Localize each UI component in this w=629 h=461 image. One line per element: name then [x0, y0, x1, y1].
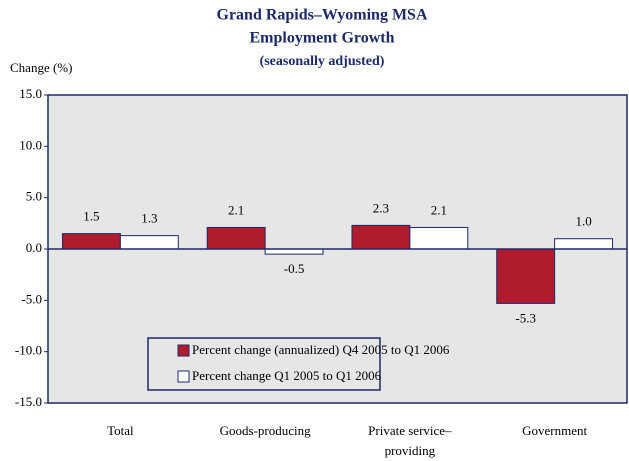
- y-axis-label: Change (%): [10, 60, 72, 75]
- value-label: 1.3: [141, 211, 157, 226]
- bar: [264, 248, 324, 255]
- chart-subtitle: Employment Growth: [249, 30, 394, 47]
- value-label: 2.1: [228, 202, 244, 217]
- y-tick-label: 0.0: [26, 240, 42, 255]
- bar: [206, 226, 266, 250]
- x-tick-label: Private service–providing: [368, 423, 452, 458]
- x-tick-label: Goods-producing: [219, 423, 311, 438]
- y-tick-label: -10.0: [15, 343, 42, 358]
- chart-note: (seasonally adjusted): [260, 54, 385, 69]
- value-label: 2.3: [373, 200, 389, 215]
- x-tick-label: Government: [522, 423, 588, 438]
- y-tick-label: -5.0: [21, 291, 42, 306]
- bar: [554, 238, 614, 250]
- bar: [61, 233, 121, 250]
- y-tick-label: -15.0: [15, 394, 42, 409]
- y-tick-label: 10.0: [19, 137, 42, 152]
- y-tick-label: 5.0: [26, 189, 42, 204]
- bar: [351, 224, 411, 250]
- bar: [119, 235, 179, 250]
- chart-title: Grand Rapids–Wyoming MSA: [217, 7, 428, 24]
- bar: [409, 226, 469, 250]
- value-label: 1.5: [83, 209, 99, 224]
- value-label: 2.1: [431, 202, 447, 217]
- bar: [496, 248, 556, 304]
- value-label: 1.0: [575, 214, 591, 229]
- y-tick-label: 15.0: [19, 86, 42, 101]
- value-label: -5.3: [515, 310, 536, 325]
- value-label: -0.5: [284, 261, 305, 276]
- legend-swatch: [177, 344, 190, 357]
- legend-swatch: [177, 370, 190, 383]
- legend-label: Percent change (annualized) Q4 2005 to Q…: [192, 342, 450, 357]
- legend-label: Percent change Q1 2005 to Q1 2006: [192, 368, 382, 383]
- x-tick-label: Total: [107, 423, 134, 438]
